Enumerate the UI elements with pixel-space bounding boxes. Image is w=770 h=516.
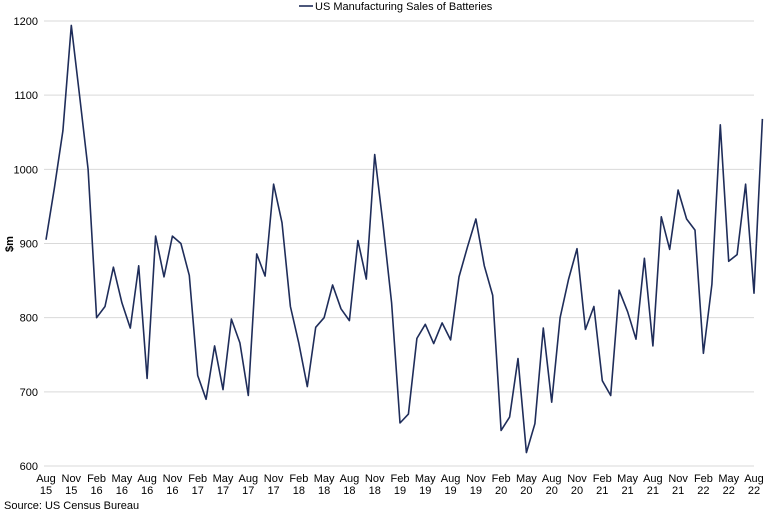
y-tick-label: 1000: [14, 164, 38, 176]
x-tick-label: Aug 22: [744, 473, 764, 497]
x-tick-label: May 22: [718, 473, 739, 497]
x-tick-label: Feb 16: [87, 473, 106, 497]
x-tick-label: May 21: [617, 473, 638, 497]
x-tick-label: Aug 20: [542, 473, 562, 497]
gridlines: [44, 20, 754, 467]
x-tick-label: May 17: [213, 473, 234, 497]
source-note: Source: US Census Bureau: [4, 500, 140, 512]
x-tick-label: Aug 21: [643, 473, 663, 497]
x-tick-label: Aug 19: [441, 473, 461, 497]
y-tick-label: 700: [20, 387, 38, 399]
y-axis-tick-labels: 600 700 800 900 1000 1100 1200: [14, 16, 38, 473]
x-tick-label: May 20: [516, 473, 537, 497]
series-lines: [45, 24, 764, 454]
x-tick-label: Nov 20: [567, 473, 587, 497]
y-axis-label: $m: [4, 236, 16, 252]
x-tick-label: Feb 22: [694, 473, 713, 497]
y-tick-label: 1200: [14, 16, 38, 28]
x-tick-label: Feb 20: [492, 473, 511, 497]
x-tick-label: Nov 21: [668, 473, 688, 497]
x-tick-label: Feb 17: [188, 473, 207, 497]
x-tick-label: Nov 15: [62, 473, 82, 497]
x-tick-label: Aug 16: [137, 473, 157, 497]
x-tick-label: Aug 17: [238, 473, 258, 497]
x-tick-label: Nov 19: [466, 473, 486, 497]
x-tick-label: Feb 18: [289, 473, 308, 497]
series-line: [45, 24, 764, 454]
x-tick-label: Feb 21: [593, 473, 612, 497]
x-tick-label: May 18: [314, 473, 335, 497]
legend: US Manufacturing Sales of Batteries: [299, 1, 493, 13]
x-tick-label: Feb 19: [391, 473, 410, 497]
y-tick-label: 600: [20, 461, 38, 473]
x-tick-label: May 19: [415, 473, 436, 497]
x-tick-label: Nov 18: [365, 473, 385, 497]
y-tick-label: 900: [20, 239, 38, 251]
y-tick-label: 1100: [14, 90, 38, 102]
x-tick-label: Aug 18: [340, 473, 360, 497]
x-tick-label: Nov 16: [163, 473, 183, 497]
y-tick-label: 800: [20, 313, 38, 325]
x-tick-label: Nov 17: [264, 473, 284, 497]
legend-label: US Manufacturing Sales of Batteries: [315, 1, 493, 13]
x-tick-label: Aug 15: [36, 473, 56, 497]
x-tick-label: May 16: [111, 473, 132, 497]
